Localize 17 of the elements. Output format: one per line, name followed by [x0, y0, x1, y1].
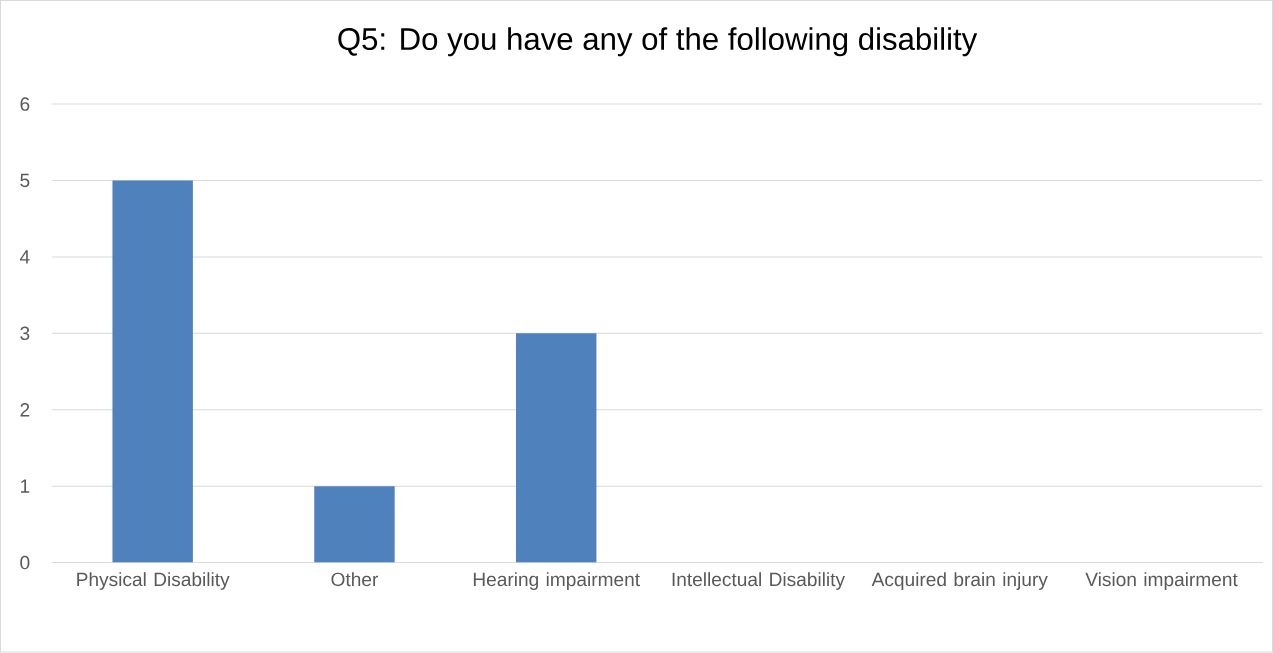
y-tick-label: 4 — [19, 250, 30, 264]
bar — [516, 333, 597, 563]
y-tick-label: 1 — [20, 479, 30, 493]
x-tick-label: Intellectual Disability — [672, 572, 845, 591]
x-tick-label: Other — [331, 572, 379, 587]
x-tick-label: Vision impairment — [1085, 572, 1238, 591]
bar — [112, 180, 193, 563]
y-tick-label: 0 — [20, 556, 30, 570]
chart-title: Q5: Do you have any of the following disability — [338, 27, 978, 57]
y-tick-label: 2 — [20, 403, 30, 417]
bar — [314, 486, 395, 563]
x-tick-label: Physical Disability — [77, 572, 230, 591]
y-tick-label: 3 — [20, 326, 30, 341]
y-tick-label: 5 — [20, 174, 30, 188]
x-tick-label: Hearing impairment — [473, 572, 640, 591]
x-tick-label: Acquired brain injury — [871, 572, 1048, 591]
y-tick-label: 6 — [20, 97, 30, 112]
